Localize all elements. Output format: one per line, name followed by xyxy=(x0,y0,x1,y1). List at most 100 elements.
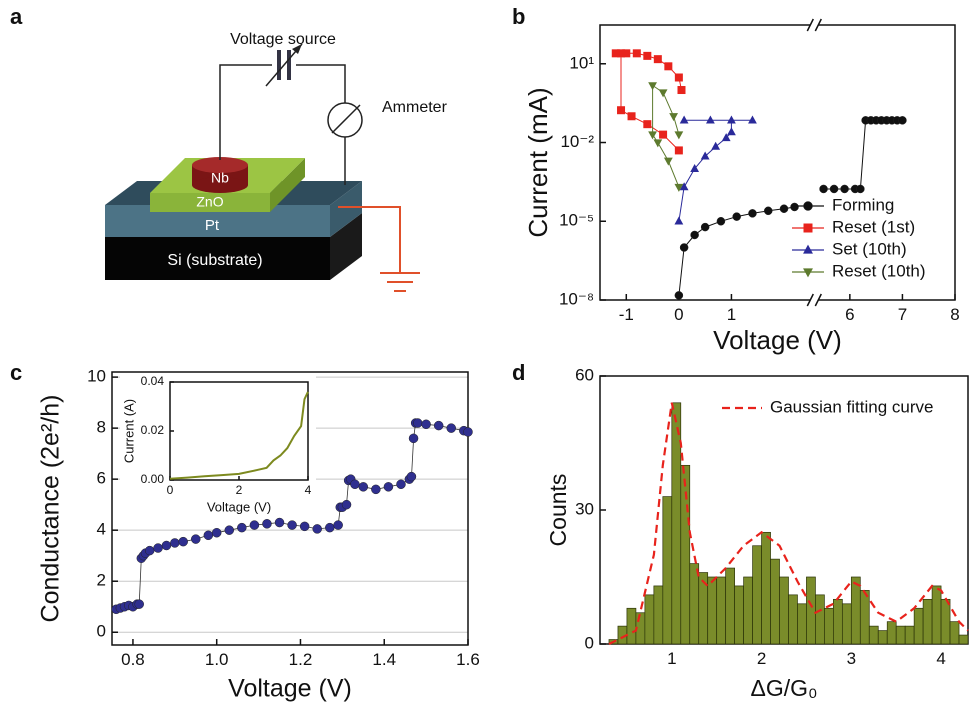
histogram-bar xyxy=(725,567,735,645)
data-point xyxy=(898,116,907,125)
data-point xyxy=(134,599,144,609)
nb-bottom xyxy=(192,177,248,193)
data-point xyxy=(421,419,431,430)
histogram-bar xyxy=(806,576,816,645)
histogram-bar xyxy=(743,576,753,645)
data-point xyxy=(674,216,684,225)
diagram-label: Voltage source xyxy=(230,31,336,48)
data-point xyxy=(763,206,773,216)
y-axis-label: Conductance (2e²/h) xyxy=(37,395,65,623)
data-point xyxy=(658,89,668,98)
data-point xyxy=(350,479,360,490)
data-point xyxy=(274,517,285,528)
x-tick-label: -1 xyxy=(619,305,634,324)
histogram-bar xyxy=(877,630,888,645)
histogram-bar xyxy=(859,590,870,645)
data-point xyxy=(161,540,172,551)
histogram-bar xyxy=(895,625,906,645)
plot-frame xyxy=(169,381,309,481)
legend-marker xyxy=(803,244,813,254)
x-tick-label: 0.8 xyxy=(121,650,145,669)
histogram-bar xyxy=(644,594,655,645)
histogram-bar xyxy=(662,496,673,645)
x-tick-label: 6 xyxy=(845,305,854,324)
nb-top xyxy=(192,157,248,173)
y-tick-label: 4 xyxy=(97,520,106,539)
data-point xyxy=(790,202,799,212)
y-tick-label: 30 xyxy=(575,499,594,518)
y-tick-label: 10¹ xyxy=(569,53,594,72)
data-point xyxy=(341,499,352,510)
data-point xyxy=(674,291,684,300)
y-tick-label: 10 xyxy=(87,367,106,386)
histogram-bar xyxy=(913,607,924,645)
x-tick-label: 0 xyxy=(674,305,683,324)
y-tick-label: 2 xyxy=(97,571,106,590)
histogram-bar xyxy=(949,621,960,645)
data-point xyxy=(617,49,626,58)
histogram-bar xyxy=(940,598,951,645)
diagram-label: Ammeter xyxy=(382,99,448,116)
data-point xyxy=(648,131,657,140)
pt-front xyxy=(105,205,330,237)
data-point xyxy=(643,51,652,60)
x-axis-label: Voltage (V) xyxy=(713,325,842,355)
legend-marker xyxy=(803,268,813,278)
data-point xyxy=(677,86,686,95)
data-point xyxy=(406,471,417,482)
plot-frame xyxy=(111,371,469,646)
data-point xyxy=(653,55,662,64)
x-tick-label: 2 xyxy=(236,483,243,497)
data-point xyxy=(224,525,235,535)
legend-label: Set (10th) xyxy=(832,239,907,258)
data-point xyxy=(446,423,456,433)
y-tick-label: 10⁻² xyxy=(560,132,594,151)
data-point xyxy=(690,163,700,172)
data-point xyxy=(732,212,741,221)
data-point xyxy=(371,484,381,495)
data-point xyxy=(170,538,180,548)
device-diagram: Voltage source Ammeter Nb ZnO Pt Si (sub… xyxy=(105,31,448,292)
data-point xyxy=(663,157,673,166)
data-point xyxy=(674,131,684,140)
data-point xyxy=(178,536,188,547)
histogram-bar xyxy=(788,594,798,645)
y-tick-label: 10⁻⁸ xyxy=(559,289,594,308)
data-point xyxy=(700,222,710,232)
data-point xyxy=(153,543,163,553)
data-point xyxy=(856,184,865,194)
ground-wire xyxy=(338,206,401,272)
x-tick-label: 1 xyxy=(667,649,676,668)
histogram-bar xyxy=(841,603,852,645)
x-tick-label: 2 xyxy=(757,649,766,668)
histogram-bar xyxy=(770,558,780,645)
y-tick-label: 60 xyxy=(575,365,594,384)
data-point xyxy=(632,49,641,58)
data-point xyxy=(312,524,322,534)
data-point xyxy=(249,520,260,530)
x-tick-label: 1.4 xyxy=(372,650,396,669)
histogram-bar xyxy=(868,625,879,645)
data-point xyxy=(679,115,689,124)
histogram-bar xyxy=(680,464,691,645)
histogram-bar xyxy=(653,585,664,645)
data-point xyxy=(237,522,247,533)
diagram-label: ZnO xyxy=(196,194,223,210)
panel-label: c xyxy=(10,360,22,385)
histogram-bar xyxy=(922,598,933,645)
histogram-bar xyxy=(707,576,718,645)
data-point xyxy=(727,127,736,136)
panel-label: d xyxy=(512,360,525,385)
legend-label: Forming xyxy=(832,195,894,214)
wire xyxy=(219,64,272,160)
x-tick-label: 1.2 xyxy=(289,650,313,669)
y-tick-label: 10⁻⁵ xyxy=(559,211,594,230)
axis-break-gap xyxy=(810,22,819,28)
legend-marker xyxy=(803,223,813,233)
pt-side xyxy=(330,181,362,237)
arrow-head xyxy=(292,44,302,54)
histogram-bar xyxy=(958,634,969,645)
data-point xyxy=(819,184,828,194)
x-tick-label: 1 xyxy=(727,305,736,324)
